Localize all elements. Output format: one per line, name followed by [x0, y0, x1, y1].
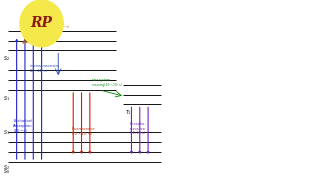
Text: internal conversion
(10¹²-10¹⁰s): internal conversion (10¹²-10¹⁰s)	[30, 64, 59, 73]
Text: $S_2$: $S_2$	[3, 54, 10, 63]
Text: DIAGRAM: DIAGRAM	[199, 59, 287, 77]
Circle shape	[20, 0, 63, 47]
Text: JABLONSKI: JABLONSKI	[193, 23, 293, 41]
Text: $S_1$: $S_1$	[3, 128, 10, 137]
Text: $T_1$: $T_1$	[125, 108, 132, 117]
Text: RP: RP	[31, 16, 52, 30]
Text: Phospho-
rescence
(10-10³s): Phospho- rescence (10-10³s)	[130, 122, 147, 135]
Text: FLUORESCENCE /: FLUORESCENCE /	[197, 103, 290, 113]
Text: Excitation/
Absorption
(10⁻¹⁵s): Excitation/ Absorption (10⁻¹⁵s)	[13, 119, 33, 133]
Text: Fluorescence
(10⁻⁸-10⁻⁵s): Fluorescence (10⁻⁸-10⁻⁵s)	[72, 127, 95, 136]
Text: vibrational relaxation(~10⁻¹²s): vibrational relaxation(~10⁻¹²s)	[23, 25, 70, 29]
Text: $S_1$: $S_1$	[3, 94, 10, 102]
Text: inter-system
crossing(10¹¹-10⁸ s): inter-system crossing(10¹¹-10⁸ s)	[92, 78, 121, 87]
Text: $S_0$: $S_0$	[3, 167, 10, 176]
Text: $S_2$: $S_2$	[3, 163, 10, 172]
Text: PHOSPHORESCENCE: PHOSPHORESCENCE	[188, 130, 299, 140]
